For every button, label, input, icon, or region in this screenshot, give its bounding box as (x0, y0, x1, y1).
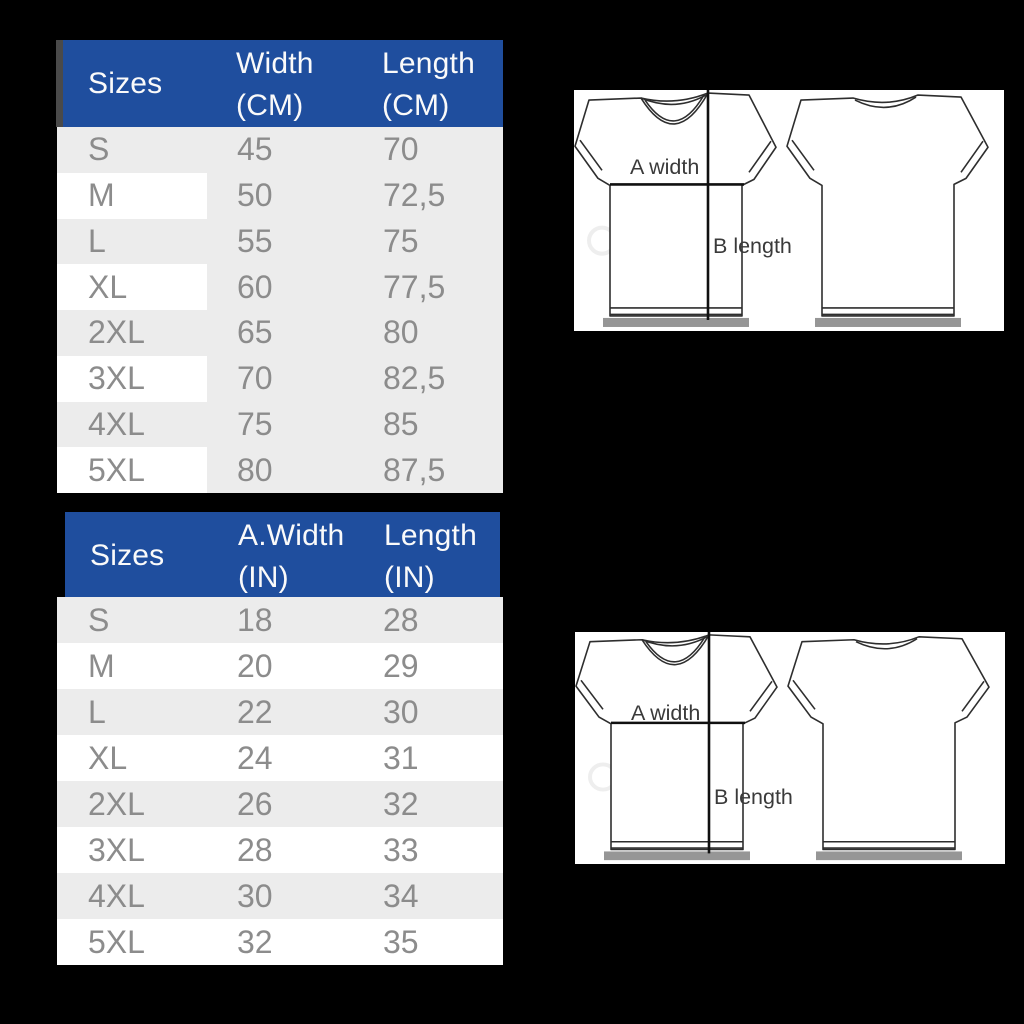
table-row: 3XL 70 82,5 (57, 355, 503, 402)
table-row: XL 24 31 (57, 735, 503, 781)
width-cell: 65 (237, 314, 273, 351)
size-cell: L (88, 222, 106, 259)
length-cell: 85 (383, 405, 419, 442)
table-row: 5XL 32 35 (57, 919, 503, 965)
size-cell: 3XL (57, 355, 207, 402)
table-row: M 50 72,5 (57, 172, 503, 219)
length-cell: 87,5 (383, 451, 446, 488)
header-cell-length-cm: Length (CM) (382, 47, 475, 122)
tshirt-diagram-svg (574, 90, 1004, 331)
table-header: Sizes A.Width (IN) Length (IN) (65, 512, 500, 597)
table-row: XL 60 77,5 (57, 264, 503, 310)
table-row: 5XL 80 87,5 (57, 447, 503, 493)
header-cell-width-cm: Width (CM) (236, 47, 314, 122)
table-row: S 45 70 (57, 127, 503, 173)
header-cell-sizes: Sizes (90, 538, 165, 572)
width-measure-label: A width (631, 701, 701, 725)
table-row: L 22 30 (57, 689, 503, 735)
length-cell: 82,5 (383, 360, 446, 397)
table-row: 3XL 28 33 (57, 827, 503, 873)
length-cell: 35 (383, 923, 419, 960)
table-row: M 20 29 (57, 643, 503, 689)
size-cell: M (57, 172, 207, 219)
header-cell-width-in: A.Width (IN) (238, 519, 345, 594)
header-edge-artifact (56, 40, 63, 127)
table-row: 4XL 30 34 (57, 873, 503, 919)
size-cell: 2XL (88, 314, 145, 351)
table-body: S 18 28 M 20 29 L 22 30 XL 24 31 2XL 26 32 3XL 28 33… (57, 597, 503, 965)
width-cell: 45 (237, 131, 273, 168)
table-row: S 18 28 (57, 597, 503, 643)
header-cell-sizes: Sizes (88, 66, 163, 100)
size-cell: 3XL (88, 831, 145, 868)
length-cell: 30 (383, 693, 419, 730)
size-cell: S (88, 131, 110, 168)
length-cell: 70 (383, 131, 419, 168)
width-cell: 22 (237, 693, 273, 730)
width-cell: 26 (237, 785, 273, 822)
length-cell: 34 (383, 877, 419, 914)
size-cell: 4XL (88, 405, 145, 442)
size-cell: 5XL (57, 447, 207, 493)
size-cell: M (88, 647, 115, 684)
width-cell: 55 (237, 222, 273, 259)
length-cell: 32 (383, 785, 419, 822)
width-cell: 28 (237, 831, 273, 868)
tshirt-diagram-svg (575, 632, 991, 863)
width-cell: 32 (237, 923, 273, 960)
table-row: 4XL 75 85 (57, 401, 503, 448)
size-cell: L (88, 693, 106, 730)
width-cell: 80 (237, 451, 273, 488)
size-cell: XL (88, 739, 128, 776)
width-measure-label: A width (630, 155, 700, 179)
length-cell: 77,5 (383, 268, 446, 305)
length-cell: 72,5 (383, 177, 446, 214)
table-header: Sizes Width (CM) Length (CM) (63, 40, 503, 127)
table-row: L 55 75 (57, 218, 503, 265)
length-measure-label: B length (713, 234, 792, 258)
table-body: S 45 70 M 50 72,5 L 55 75 XL 60 77,5 2XL 65 80 3XL… (57, 127, 503, 493)
length-cell: 80 (383, 314, 419, 351)
size-chart-in-table: Sizes A.Width (IN) Length (IN) S 18 28 M 20… (57, 512, 503, 965)
length-cell: 31 (383, 739, 419, 776)
length-cell: 29 (383, 647, 419, 684)
width-cell: 20 (237, 647, 273, 684)
header-cell-length-in: Length (IN) (384, 519, 477, 594)
size-cell: 2XL (88, 785, 145, 822)
table-row: 2XL 65 80 (57, 310, 503, 356)
width-cell: 24 (237, 739, 273, 776)
table-row: 2XL 26 32 (57, 781, 503, 827)
width-cell: 50 (237, 177, 273, 214)
size-cell: 4XL (88, 877, 145, 914)
width-cell: 75 (237, 405, 273, 442)
tshirt-measure-diagram-top: A width B length (574, 90, 1004, 331)
length-cell: 75 (383, 222, 419, 259)
width-cell: 60 (237, 268, 273, 305)
size-cell: XL (57, 264, 207, 310)
length-measure-label: B length (714, 785, 793, 809)
width-cell: 70 (237, 360, 273, 397)
width-cell: 18 (237, 601, 273, 638)
width-cell: 30 (237, 877, 273, 914)
size-cell: S (88, 601, 110, 638)
length-cell: 33 (383, 831, 419, 868)
size-chart-cm-table: Sizes Width (CM) Length (CM) S 45 70 M 50 72… (56, 40, 503, 493)
tshirt-measure-diagram-bottom: A width B length (575, 632, 1005, 864)
length-cell: 28 (383, 601, 419, 638)
size-cell: 5XL (88, 923, 145, 960)
